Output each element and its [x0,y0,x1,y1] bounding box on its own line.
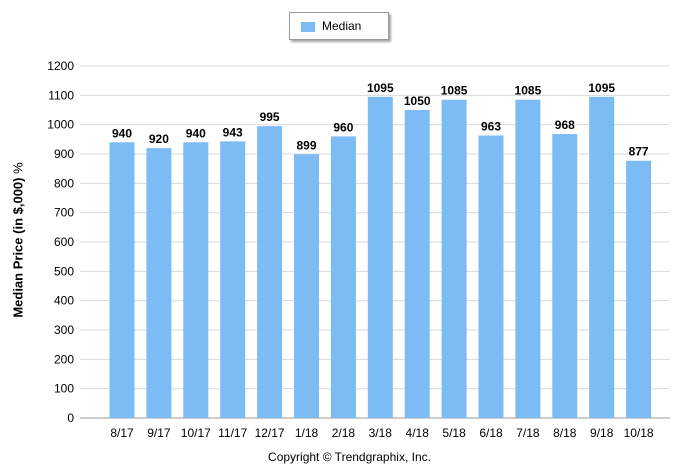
data-label: 1095 [367,81,394,95]
data-label: 960 [333,120,353,134]
x-tick-label: 9/17 [147,426,171,440]
data-label: 877 [629,145,649,159]
data-label: 963 [481,120,501,134]
x-tick-label: 8/17 [110,426,134,440]
data-label: 899 [296,138,316,152]
x-tick-label: 5/18 [442,426,466,440]
x-axis-ticks: 8/17 9/17 10/17 11/17 12/17 1/18 2/18 3/18 4/18 5… [110,426,654,440]
legend-label: Median [322,19,362,33]
copyright-footer: Copyright © Trendgraphix, Inc. [268,450,431,464]
data-labels: 940 920 940 943 995 899 960 1095 1050 1085 963 1085… [112,81,649,159]
data-label: 1085 [515,84,542,98]
y-tick-label: 1100 [48,88,74,102]
y-axis-unit: % [10,162,26,174]
y-tick-label: 400 [54,294,74,308]
bars [109,96,652,419]
y-axis-ticks: 0 100 200 300 400 500 600 700 800 900 1000 1100 1200 [47,59,74,425]
y-tick-label: 700 [54,206,74,220]
bar [478,135,504,418]
y-tick-label: 500 [54,264,74,278]
data-label: 1085 [441,84,468,98]
x-tick-label: 12/17 [255,426,285,440]
y-tick-label: 200 [54,352,74,366]
bar [109,142,135,418]
x-tick-label: 7/18 [516,426,540,440]
x-tick-label: 3/18 [369,426,393,440]
x-tick-label: 6/18 [479,426,503,440]
bar [367,96,393,419]
x-tick-label: 4/18 [406,426,430,440]
y-tick-label: 900 [54,147,74,161]
data-label: 943 [223,125,243,139]
data-label: 1095 [588,81,615,95]
data-label: 920 [149,132,169,146]
y-tick-label: 600 [54,235,74,249]
y-tick-label: 1200 [47,59,74,73]
x-tick-label: 10/17 [181,426,211,440]
bar [589,96,615,419]
data-label: 940 [186,126,206,140]
legend: Median [289,12,389,40]
bar [515,99,541,418]
y-tick-label: 300 [54,323,74,337]
y-tick-label: 100 [54,382,74,396]
x-tick-label: 2/18 [332,426,356,440]
data-label: 995 [260,110,280,124]
y-tick-label: 800 [54,176,74,190]
y-axis-title: Median Price (in $,000) % [11,162,26,317]
bar [183,142,209,418]
x-tick-label: 1/18 [295,426,319,440]
bar [404,110,430,418]
data-label: 940 [112,126,132,140]
legend-swatch [301,22,315,32]
bar [257,126,283,418]
data-label: 968 [555,118,575,132]
x-tick-label: 10/18 [624,426,654,440]
data-label: 1050 [404,94,431,108]
y-tick-label: 1000 [47,118,74,132]
x-tick-label: 11/17 [218,426,247,440]
x-tick-label: 8/18 [553,426,577,440]
bar [294,154,319,418]
y-tick-label: 0 [67,411,74,425]
bar [330,136,356,418]
bar [626,160,652,418]
y-axis-label: Median Price (in $,000) [10,177,26,318]
bar [441,99,467,418]
x-tick-label: 9/18 [590,426,614,440]
bar [220,141,246,419]
bar [552,134,578,418]
bar [146,148,172,418]
